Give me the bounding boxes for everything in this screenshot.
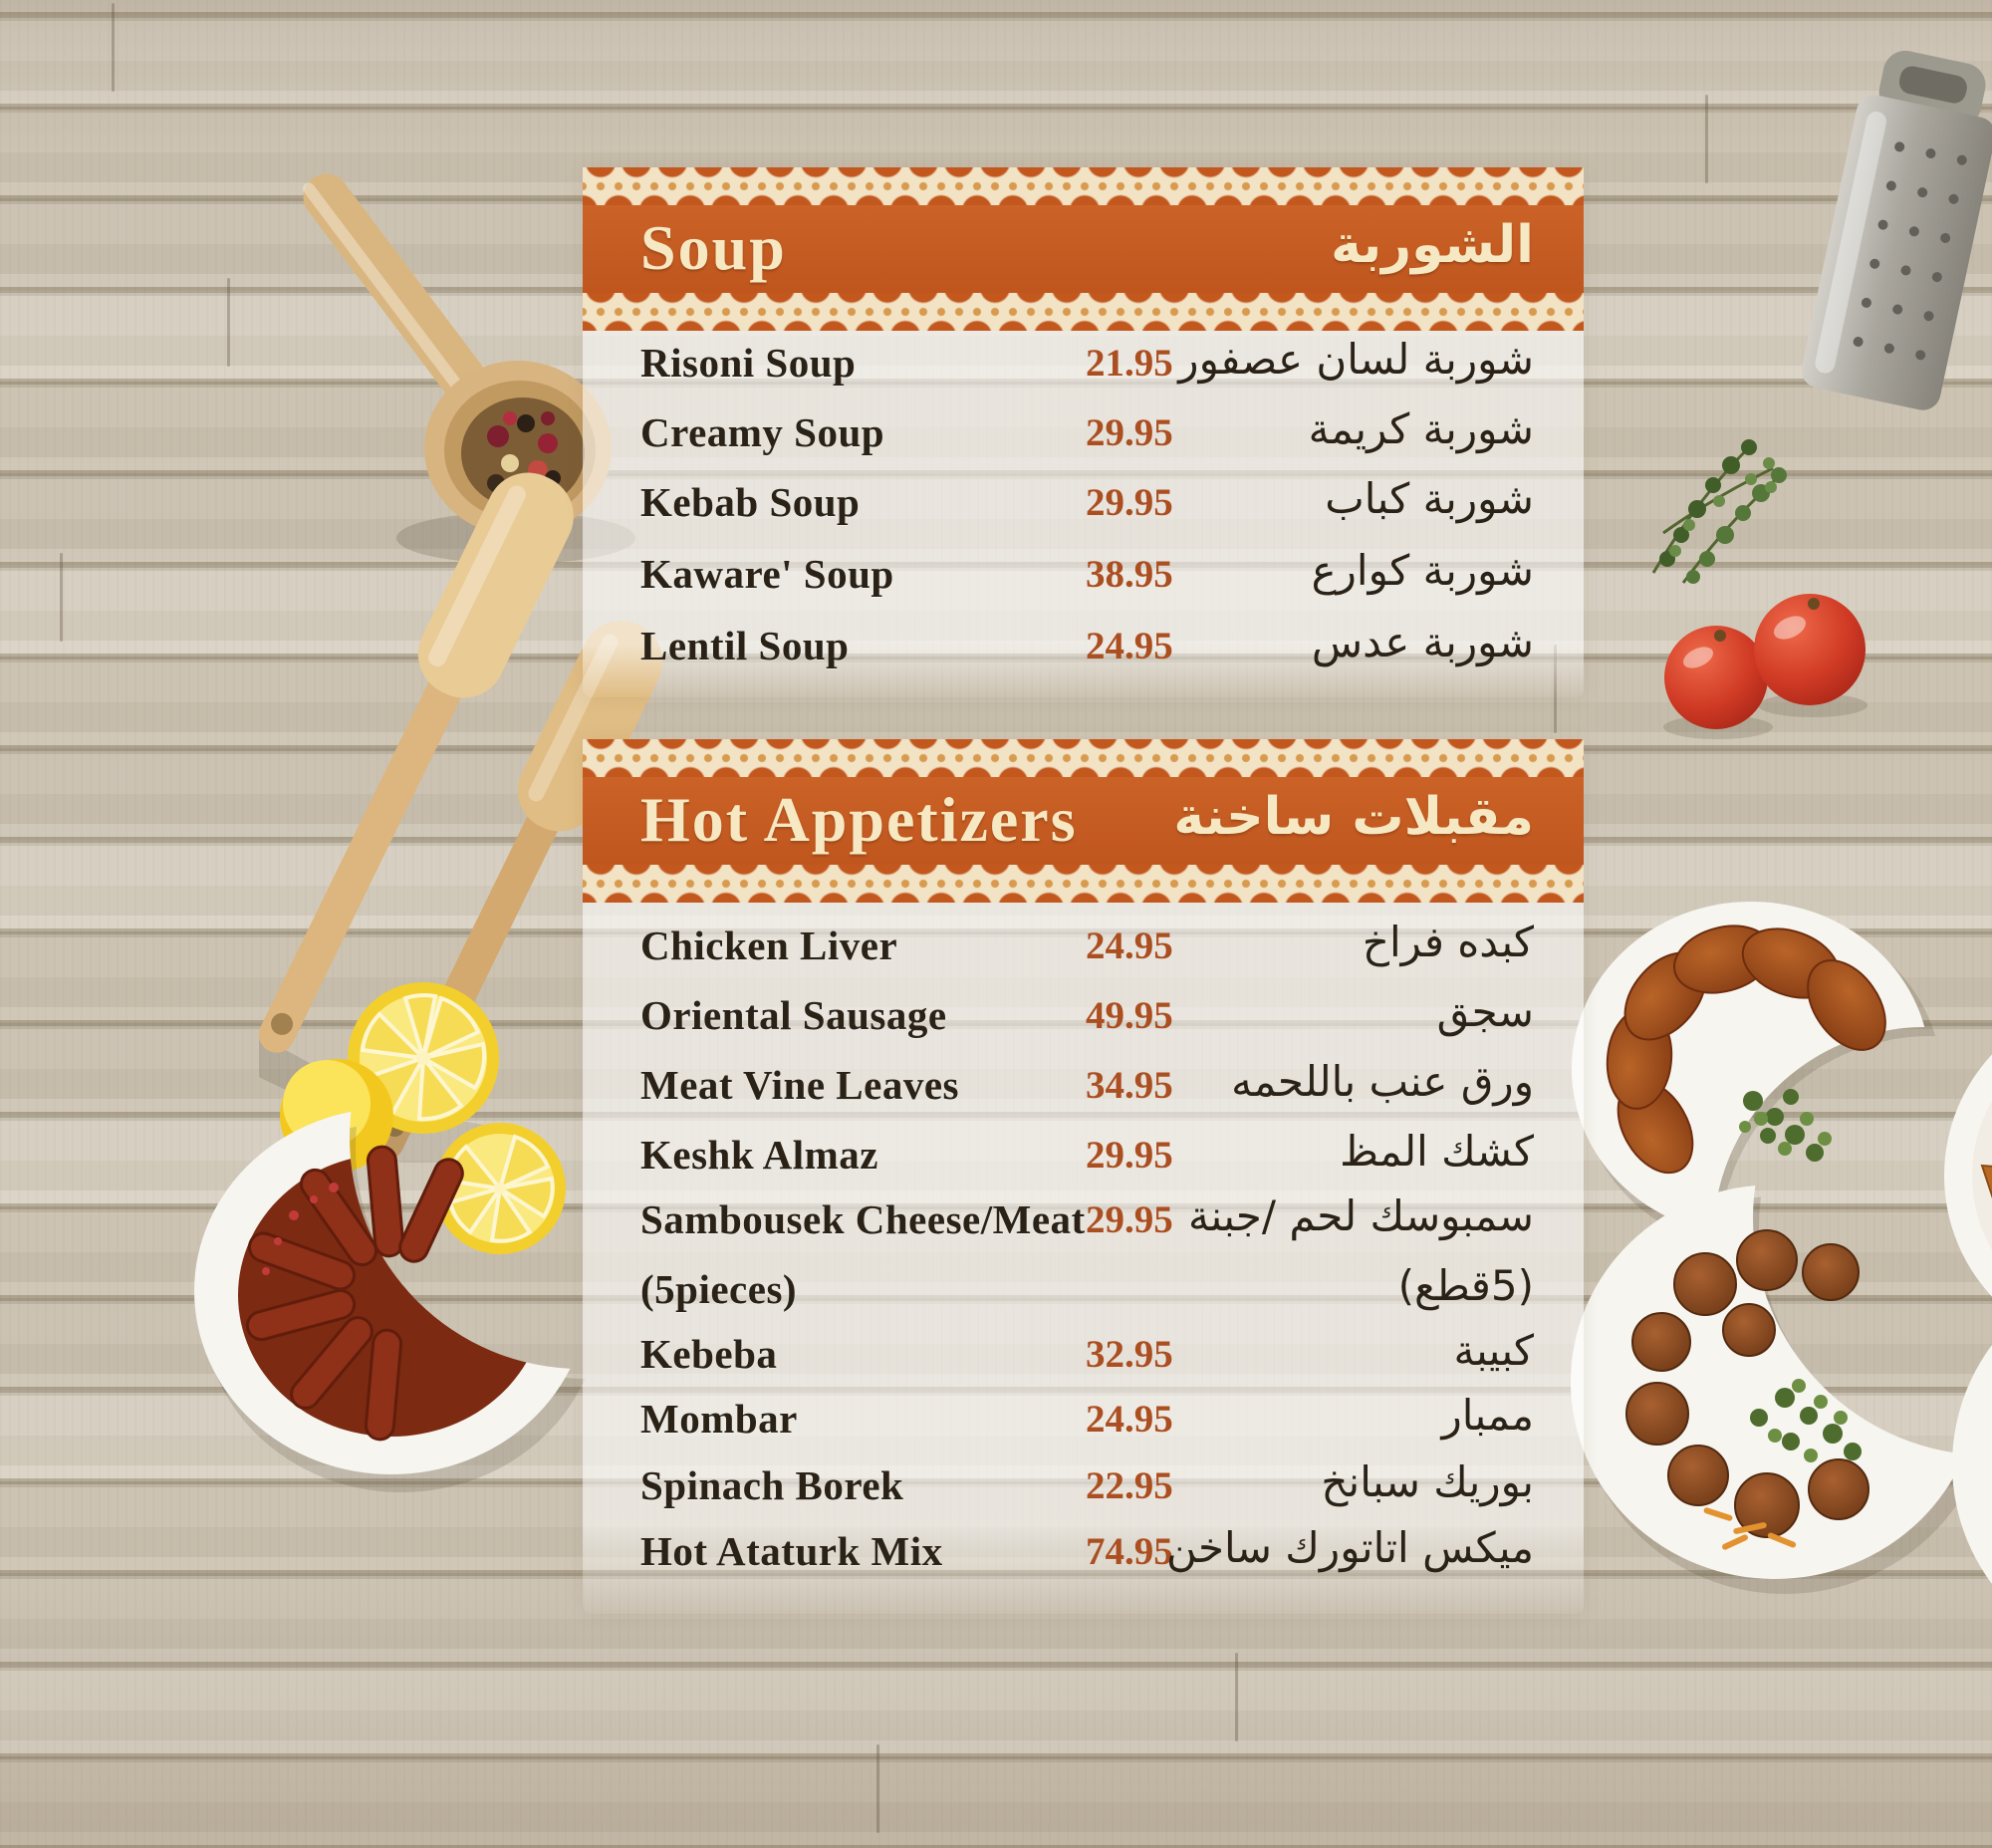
soup-title-en: Soup bbox=[640, 212, 787, 283]
item-name-ar: سجق bbox=[1436, 987, 1534, 1036]
kibbeh-crescent-plate-photo bbox=[1572, 902, 1942, 1251]
item-price: 24.95 bbox=[1086, 1398, 1173, 1441]
item-price: 24.95 bbox=[1086, 625, 1173, 667]
item-price: 38.95 bbox=[1086, 553, 1173, 596]
item-name-en: Mombar bbox=[640, 1396, 798, 1442]
menu-row: Oriental Sausage 49.95 سجق bbox=[640, 987, 1534, 1047]
item-name-ar: ميكس اتاتورك ساخن bbox=[1166, 1523, 1534, 1572]
sausage-crescent-plate-photo bbox=[194, 1108, 601, 1492]
soup-title-ar: الشوربة bbox=[1331, 215, 1534, 275]
lace-border-icon bbox=[583, 865, 1584, 903]
hot-appetizers-header: Hot Appetizers مقبلات ساخنة bbox=[583, 739, 1584, 903]
plank-joint bbox=[876, 1744, 879, 1833]
plank-joint bbox=[227, 278, 230, 367]
item-name-ar: شوربة كريمة bbox=[1308, 404, 1534, 453]
lace-border-icon bbox=[583, 293, 1584, 331]
item-name-ar: شوربة عدس bbox=[1311, 618, 1534, 666]
item-price: 21.95 bbox=[1086, 342, 1173, 385]
menu-row: Sambousek Cheese/Meat 29.95 سمبوسك لحم /… bbox=[640, 1191, 1534, 1251]
item-name-en: Creamy Soup bbox=[640, 409, 885, 455]
menu-row: Keshk Almaz 29.95 كشك المظ bbox=[640, 1127, 1534, 1187]
item-name-en: Hot Ataturk Mix bbox=[640, 1528, 943, 1574]
item-price: 32.95 bbox=[1086, 1333, 1173, 1376]
item-name-ar: كبده فراخ bbox=[1362, 918, 1534, 966]
metal-grater-photo bbox=[1801, 50, 1992, 410]
item-price: 29.95 bbox=[1086, 481, 1173, 524]
item-price: 24.95 bbox=[1086, 924, 1173, 967]
item-name-ar: شوربة كباب bbox=[1325, 474, 1534, 523]
soup-header: Soup الشوربة bbox=[583, 167, 1584, 331]
item-name-ar: شوربة لسان عصفور bbox=[1178, 335, 1534, 384]
tomatoes-photo bbox=[1663, 594, 1868, 739]
item-price: 29.95 bbox=[1086, 1134, 1173, 1177]
item-name-en: Risoni Soup bbox=[640, 340, 857, 386]
item-name-en: Kaware' Soup bbox=[640, 551, 894, 597]
item-price: 29.95 bbox=[1086, 411, 1173, 454]
item-name-en: (5pieces) bbox=[640, 1266, 798, 1312]
lace-border-icon bbox=[583, 167, 1584, 205]
menu-row: Risoni Soup 21.95 شوربة لسان عصفور bbox=[640, 335, 1534, 395]
menu-row: Chicken Liver 24.95 كبده فراخ bbox=[640, 918, 1534, 977]
item-name-en: Kebab Soup bbox=[640, 479, 861, 525]
item-name-ar: بوريك سبانخ bbox=[1321, 1457, 1534, 1506]
thyme-sprigs-photo bbox=[1651, 439, 1787, 584]
samosa-round-plate-photo bbox=[1944, 1054, 1992, 1297]
plank-joint bbox=[60, 553, 63, 642]
menu-row: Kebab Soup 29.95 شوربة كباب bbox=[640, 474, 1534, 534]
item-price: 29.95 bbox=[1086, 1198, 1173, 1241]
menu-row: Kaware' Soup 38.95 شوربة كوارع bbox=[640, 546, 1534, 606]
item-price: 49.95 bbox=[1086, 994, 1173, 1037]
item-price: 74.95 bbox=[1086, 1530, 1173, 1573]
item-name-en: Keshk Almaz bbox=[640, 1132, 878, 1178]
soup-title-band: Soup الشوربة bbox=[583, 205, 1584, 293]
plank-joint bbox=[1705, 95, 1708, 183]
menu-row: Hot Ataturk Mix 74.95 ميكس اتاتورك ساخن bbox=[640, 1523, 1534, 1583]
plank-joint bbox=[112, 3, 115, 92]
menu-row: (5pieces) (5قطع) bbox=[640, 1261, 1534, 1321]
menu-row: Kebeba 32.95 كبيبة bbox=[640, 1326, 1534, 1386]
item-name-en: Kebeba bbox=[640, 1331, 778, 1377]
item-price: 22.95 bbox=[1086, 1464, 1173, 1507]
menu-row: Lentil Soup 24.95 شوربة عدس bbox=[640, 618, 1534, 677]
item-name-ar: كبيبة bbox=[1453, 1326, 1534, 1375]
lace-border-icon bbox=[583, 739, 1584, 777]
item-name-en: Oriental Sausage bbox=[640, 992, 947, 1038]
item-name-en: Chicken Liver bbox=[640, 923, 898, 968]
item-name-ar: كشك المظ bbox=[1340, 1127, 1534, 1176]
item-name-ar: ورق عنب باللحمه bbox=[1231, 1057, 1534, 1106]
hot-appetizers-section-panel: Hot Appetizers مقبلات ساخنة Chicken Live… bbox=[583, 739, 1584, 1614]
hot-appetizers-title-band: Hot Appetizers مقبلات ساخنة bbox=[583, 777, 1584, 865]
item-price: 34.95 bbox=[1086, 1064, 1173, 1107]
item-name-ar: سمبوسك لحم /جبنة bbox=[1188, 1191, 1534, 1240]
hot-appetizers-title-ar: مقبلات ساخنة bbox=[1173, 787, 1534, 847]
menu-row: Meat Vine Leaves 34.95 ورق عنب باللحمه bbox=[640, 1057, 1534, 1117]
item-name-ar: شوربة كوارع bbox=[1311, 546, 1534, 595]
hot-appetizers-title-en: Hot Appetizers bbox=[640, 784, 1078, 855]
menu-row: Creamy Soup 29.95 شوربة كريمة bbox=[640, 404, 1534, 464]
plank-joint bbox=[1235, 1653, 1238, 1741]
item-name-en: Meat Vine Leaves bbox=[640, 1062, 959, 1108]
item-name-en: Sambousek Cheese/Meat bbox=[640, 1196, 1086, 1242]
item-name-en: Lentil Soup bbox=[640, 623, 850, 668]
menu-row: Mombar 24.95 ممبار bbox=[640, 1391, 1534, 1451]
soup-section-panel: Soup الشوربة Risoni Soup 21.95 شوربة لسا… bbox=[583, 167, 1584, 697]
item-name-en: Spinach Borek bbox=[640, 1462, 904, 1508]
menu-row: Spinach Borek 22.95 بوريك سبانخ bbox=[640, 1457, 1534, 1517]
item-name-ar: (5قطع) bbox=[1397, 1261, 1534, 1310]
item-name-ar: ممبار bbox=[1441, 1391, 1534, 1440]
meatball-crescent-plate-photo bbox=[1571, 1185, 1991, 1594]
stew-round-plate-photo bbox=[1952, 1345, 1992, 1584]
